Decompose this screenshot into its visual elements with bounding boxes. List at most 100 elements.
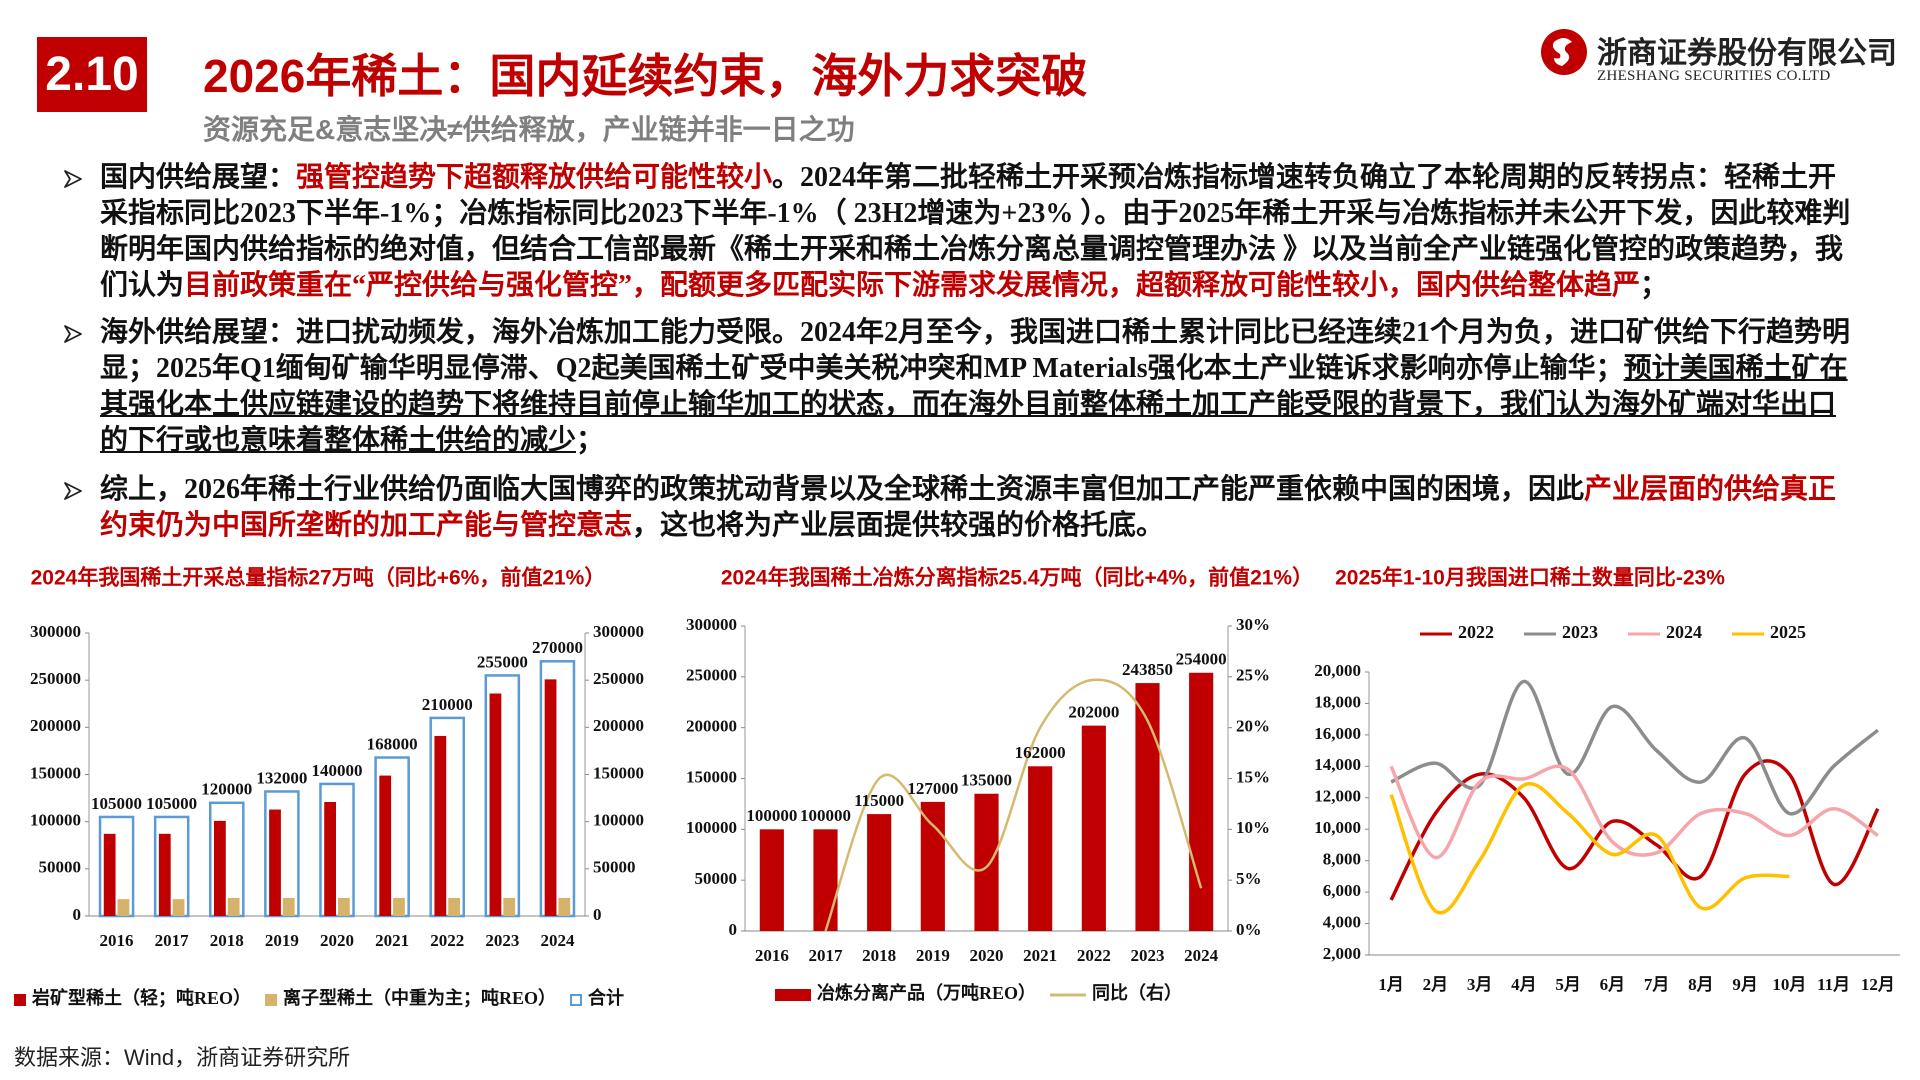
bar xyxy=(434,735,447,916)
x-tick-label: 9月 xyxy=(1732,975,1758,994)
legend-marker xyxy=(14,994,26,1006)
x-tick-label: 2016 xyxy=(755,946,789,965)
x-tick-label: 1月 xyxy=(1378,975,1404,994)
bar xyxy=(282,897,295,916)
bar xyxy=(1081,725,1106,931)
x-tick-label: 2016 xyxy=(100,931,134,950)
bullet-text: ； xyxy=(1640,270,1669,301)
x-tick-label: 2024 xyxy=(1184,946,1219,965)
slide-title: 2026年稀土：国内延续约束，海外力求突破 xyxy=(203,50,1088,102)
bar-outline xyxy=(208,801,245,918)
line-series xyxy=(1389,759,1880,901)
legend-label: 2023 xyxy=(1562,622,1598,642)
y2-tick-label: 25% xyxy=(1236,666,1270,685)
x-tick-label: 3月 xyxy=(1467,975,1493,994)
bar xyxy=(867,814,892,931)
bar-outline xyxy=(98,815,135,918)
legend-label: 2025 xyxy=(1770,622,1806,642)
bullet: 综上，2026年稀土行业供给仍面临大国博弈的政策扰动背景以及全球稀土资源丰富但加… xyxy=(100,472,1862,544)
bar xyxy=(544,679,557,916)
y-tick-label: 16,000 xyxy=(1314,724,1361,743)
legend-label: 2024 xyxy=(1666,622,1702,642)
data-label: 105000 xyxy=(146,794,197,813)
y-tick-label: 100000 xyxy=(686,818,737,837)
legend-label: 2022 xyxy=(1458,622,1494,642)
y-tick-label: 14,000 xyxy=(1314,755,1361,774)
y2-tick-label: 50000 xyxy=(593,858,636,877)
y-tick-label: 0 xyxy=(729,920,738,939)
bullet-marker xyxy=(64,170,82,188)
bar xyxy=(920,801,945,931)
bar-outline xyxy=(153,815,190,918)
x-tick-label: 2020 xyxy=(970,946,1004,965)
y2-tick-label: 150000 xyxy=(593,763,644,782)
y2-tick-label: 20% xyxy=(1236,717,1270,736)
y-tick-label: 6,000 xyxy=(1323,881,1361,900)
data-label: 100000 xyxy=(746,806,797,825)
bar xyxy=(214,820,226,916)
bar-outline xyxy=(319,782,355,918)
bar xyxy=(103,833,116,916)
x-tick-label: 7月 xyxy=(1644,975,1670,994)
x-tick-label: 6月 xyxy=(1600,975,1626,994)
legend-marker xyxy=(775,989,811,1001)
legend-marker xyxy=(265,994,278,1006)
legend-label: 同比（右） xyxy=(1092,982,1182,1003)
y-tick-label: 200000 xyxy=(30,716,81,735)
bar-outline xyxy=(429,716,466,918)
x-tick-label: 2023 xyxy=(1131,946,1165,965)
chart-title: 2025年1-10月我国进口稀土数量同比-23% xyxy=(1335,566,1725,590)
y-tick-label: 300000 xyxy=(30,622,81,641)
bar-outline xyxy=(484,674,521,918)
x-tick-label: 2020 xyxy=(320,931,354,950)
line-series xyxy=(1390,679,1879,816)
y2-tick-label: 30% xyxy=(1236,615,1270,634)
data-label: 162000 xyxy=(1015,743,1066,762)
line-series xyxy=(1389,764,1879,860)
x-tick-label: 2017 xyxy=(809,946,844,965)
bar xyxy=(338,897,350,916)
x-tick-label: 2021 xyxy=(375,931,409,950)
bar xyxy=(117,899,130,916)
line-series xyxy=(1389,781,1790,915)
x-tick-label: 2018 xyxy=(862,946,896,965)
y2-tick-label: 5% xyxy=(1236,869,1262,888)
x-tick-label: 2019 xyxy=(265,931,299,950)
y-tick-label: 10,000 xyxy=(1314,818,1361,837)
y-tick-label: 100000 xyxy=(30,811,81,830)
data-label: 100000 xyxy=(800,806,851,825)
slide-subtitle: 资源充足&意志坚决≠供给释放，产业链并非一日之功 xyxy=(203,114,855,145)
bar-outline xyxy=(264,790,300,918)
y-tick-label: 18,000 xyxy=(1314,692,1361,711)
x-tick-label: 12月 xyxy=(1861,975,1895,994)
bullet-text: ； xyxy=(576,425,605,456)
x-tick-label: 2017 xyxy=(155,931,190,950)
y-tick-label: 8,000 xyxy=(1323,850,1361,869)
legend-label: 合计 xyxy=(588,987,624,1008)
x-tick-label: 2022 xyxy=(430,931,464,950)
bullet-marker xyxy=(64,325,82,343)
bullet-text: 综上，2026年稀土行业供给仍面临大国博弈的政策扰动背景以及全球稀土资源丰富但加… xyxy=(100,474,1585,505)
bar-outline xyxy=(374,756,410,918)
legend-label: 岩矿型稀土（轻；吨REO） xyxy=(31,987,251,1008)
bullet-text: 预计美国稀土矿在其强化本土供应链建设的趋势下将维持目前停止输华加工的状态，而在海… xyxy=(100,353,1848,456)
bar xyxy=(759,829,784,931)
bullet-text: 。2024年第二批轻稀土开采预冶炼指标增速转负确立了本轮周期的反转拐点：轻稀土开… xyxy=(100,162,1851,301)
data-label: 210000 xyxy=(422,695,473,714)
data-label: 254000 xyxy=(1176,650,1227,669)
y-tick-label: 0 xyxy=(73,905,82,924)
y-tick-label: 50000 xyxy=(695,869,738,888)
x-tick-label: 2019 xyxy=(916,946,950,965)
y-tick-label: 300000 xyxy=(686,615,737,634)
data-label: 270000 xyxy=(532,638,583,657)
data-label: 140000 xyxy=(312,761,363,780)
x-tick-label: 2021 xyxy=(1023,946,1057,965)
bar xyxy=(974,793,999,931)
y-tick-label: 12,000 xyxy=(1314,787,1361,806)
bar xyxy=(324,801,336,916)
y2-tick-label: 0% xyxy=(1236,920,1262,939)
bar xyxy=(269,809,281,916)
bullet-text: 国内供给展望： xyxy=(100,162,297,193)
data-label: 115000 xyxy=(854,791,904,810)
